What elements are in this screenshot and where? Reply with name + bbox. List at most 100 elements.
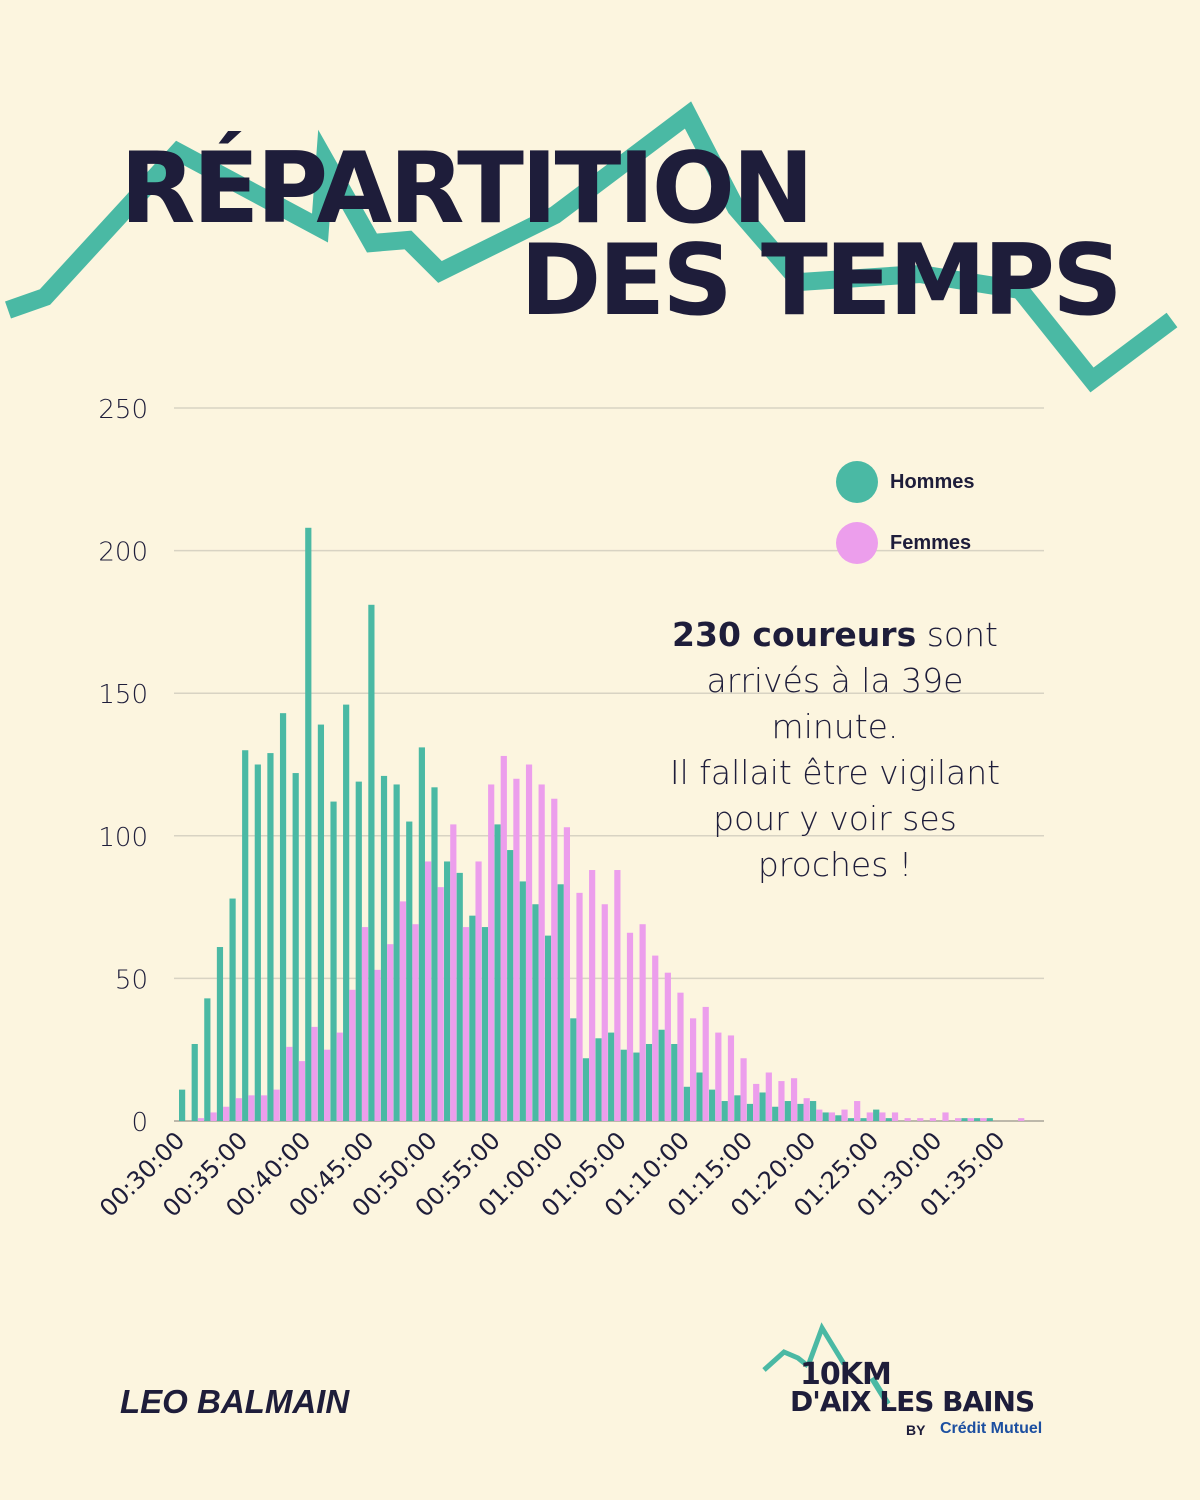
histogram-chart: 0 50 100 150 200 250 00:30:0000:35:0000:40:00… <box>94 395 1044 1222</box>
bar-hommes <box>595 1038 602 1121</box>
bar-femmes <box>929 1118 936 1121</box>
bar-femmes <box>639 924 646 1121</box>
bar-femmes <box>374 969 381 1121</box>
bar-femmes <box>753 1083 760 1121</box>
bar-femmes <box>576 892 583 1121</box>
bar-femmes <box>399 901 406 1121</box>
annotation-text: Il fallait être vigilant <box>669 753 1001 792</box>
bar-hommes <box>709 1089 716 1121</box>
annotation-highlight: 230 coureurs <box>672 615 917 654</box>
bar-femmes <box>500 755 507 1121</box>
bar-hommes <box>696 1072 703 1121</box>
bar-hommes <box>444 861 451 1121</box>
bar-hommes <box>986 1118 993 1121</box>
bar-hommes <box>582 1058 590 1121</box>
bar-hommes <box>242 750 249 1121</box>
y-tick-label: 200 <box>98 538 148 568</box>
bar-femmes <box>879 1112 886 1121</box>
bar-femmes <box>601 904 608 1121</box>
bar-femmes <box>866 1112 873 1121</box>
bar-femmes <box>803 1098 810 1121</box>
bar-hommes <box>772 1106 779 1121</box>
bar-femmes <box>563 827 570 1121</box>
decorative-trend-line <box>5 101 1178 393</box>
y-tick-label: 150 <box>98 680 148 710</box>
bar-femmes <box>828 1112 836 1121</box>
bar-hommes <box>380 775 388 1121</box>
bar-hommes <box>784 1101 791 1121</box>
bar-femmes <box>260 1095 268 1121</box>
bar-hommes <box>431 787 438 1121</box>
bar-femmes <box>235 1098 242 1121</box>
bar-hommes <box>305 527 312 1121</box>
page-title-line-2: DES TEMPS <box>520 224 1123 338</box>
annotation-text: sont <box>916 615 998 654</box>
bar-hommes <box>279 713 287 1121</box>
bar-femmes <box>816 1109 823 1121</box>
bar-hommes <box>204 998 211 1121</box>
legend-label-hommes: Hommes <box>890 470 975 493</box>
bar-femmes <box>361 927 369 1121</box>
bar-femmes <box>324 1049 331 1121</box>
bar-hommes <box>847 1118 855 1121</box>
bar-femmes <box>513 778 520 1121</box>
chart-annotation: 230 coureurs sont arrivés à la 39e minut… <box>630 612 1040 888</box>
bar-femmes <box>551 798 558 1121</box>
bar-femmes <box>664 972 671 1121</box>
bar-hommes <box>746 1103 754 1121</box>
bar-hommes <box>860 1118 867 1121</box>
bar-hommes <box>873 1109 880 1121</box>
bar-femmes <box>210 1112 217 1121</box>
bar-femmes <box>854 1101 861 1121</box>
author-credit: LEO BALMAIN <box>120 1383 350 1420</box>
bar-hommes <box>734 1095 741 1121</box>
bar-femmes <box>223 1106 230 1121</box>
bar-femmes <box>904 1118 911 1121</box>
bar-hommes <box>507 850 514 1121</box>
bar-hommes <box>721 1101 728 1121</box>
bar-femmes <box>626 932 634 1121</box>
bar-hommes <box>267 753 274 1121</box>
bar-femmes <box>462 927 470 1121</box>
bar-hommes <box>645 1043 653 1121</box>
annotation-text: proches ! <box>757 845 913 884</box>
bar-hommes <box>418 747 425 1121</box>
bar-hommes <box>229 898 236 1121</box>
annotation-text: minute. <box>771 707 899 746</box>
trend-line-icon <box>5 101 1178 393</box>
bar-femmes <box>475 861 482 1121</box>
bar-femmes <box>525 764 533 1121</box>
x-axis: 00:30:0000:35:0000:40:0000:45:0000:50:00… <box>94 1126 1010 1222</box>
bar-femmes <box>1018 1118 1025 1121</box>
sponsor-label: Crédit Mutuel <box>940 1420 1043 1437</box>
bar-hommes <box>406 821 413 1121</box>
bar-femmes <box>917 1118 924 1121</box>
bar-hommes <box>974 1118 981 1121</box>
bar-femmes <box>538 784 545 1121</box>
bar-hommes <box>317 724 325 1121</box>
bar-femmes <box>790 1078 798 1121</box>
bar-hommes <box>608 1032 615 1121</box>
bar-femmes <box>248 1095 255 1121</box>
bar-hommes <box>343 704 350 1121</box>
bar-femmes <box>412 924 419 1121</box>
bar-femmes <box>349 989 356 1121</box>
legend-item-hommes: Hommes <box>836 461 974 503</box>
bar-femmes <box>197 1118 205 1121</box>
bar-hommes <box>481 927 489 1121</box>
bar-hommes <box>494 824 501 1121</box>
bar-femmes <box>740 1058 747 1121</box>
bar-femmes <box>891 1112 899 1121</box>
bar-hommes <box>822 1112 829 1121</box>
bar-hommes <box>810 1101 817 1121</box>
bar-hommes <box>292 773 299 1121</box>
bar-femmes <box>778 1081 785 1121</box>
bar-hommes <box>544 935 552 1121</box>
sponsor-name: Crédit Mutuel <box>940 1420 1042 1438</box>
bar-hommes <box>620 1049 627 1121</box>
chart-bars <box>179 527 1025 1121</box>
y-tick-label: 50 <box>115 965 148 995</box>
mountain-logo-icon <box>762 1322 891 1406</box>
bar-femmes <box>980 1118 987 1121</box>
annotation-text: pour y voir ses <box>713 799 957 838</box>
